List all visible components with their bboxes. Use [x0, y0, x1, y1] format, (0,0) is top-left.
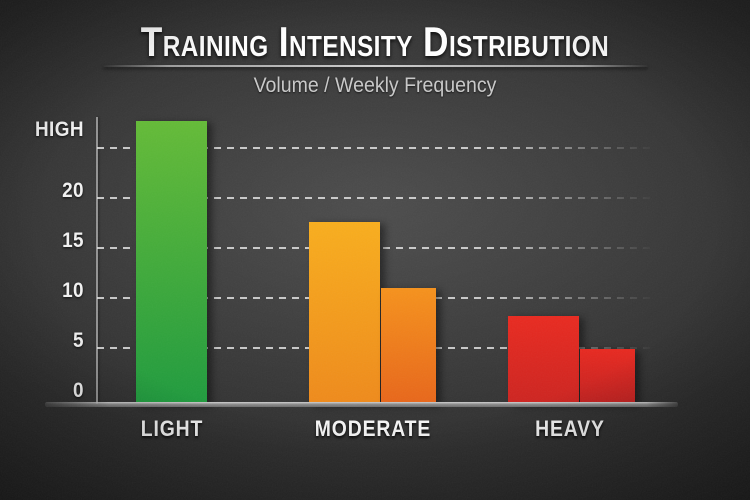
category-label-moderate: MODERATE [314, 416, 432, 441]
bar-group-moderate [309, 222, 436, 404]
y-tick-20: 20 [62, 179, 84, 202]
plot-area [97, 114, 658, 404]
bar-moderate-2 [381, 288, 436, 404]
category-label-heavy: HEAVY [535, 416, 605, 441]
bar-heavy-1 [508, 316, 579, 404]
y-tick-5: 5 [73, 329, 84, 352]
category-label-light: LIGHT [140, 416, 204, 441]
y-tick-high: HIGH [34, 118, 84, 141]
bar-group-light [136, 121, 207, 404]
title-divider [102, 65, 648, 67]
x-axis-line [45, 402, 678, 407]
bar-moderate-1 [309, 222, 380, 404]
bar-group-heavy [508, 316, 635, 404]
y-tick-0: 0 [73, 379, 84, 402]
chart-header: Training Intensity Distribution Volume /… [0, 20, 750, 98]
y-tick-15: 15 [62, 229, 84, 252]
chart-title: Training Intensity Distribution [140, 18, 610, 65]
chart-subtitle: Volume / Weekly Frequency [253, 74, 497, 97]
y-tick-10: 10 [62, 279, 84, 302]
bar-heavy-2 [580, 349, 635, 404]
bar-light-1 [136, 121, 207, 404]
